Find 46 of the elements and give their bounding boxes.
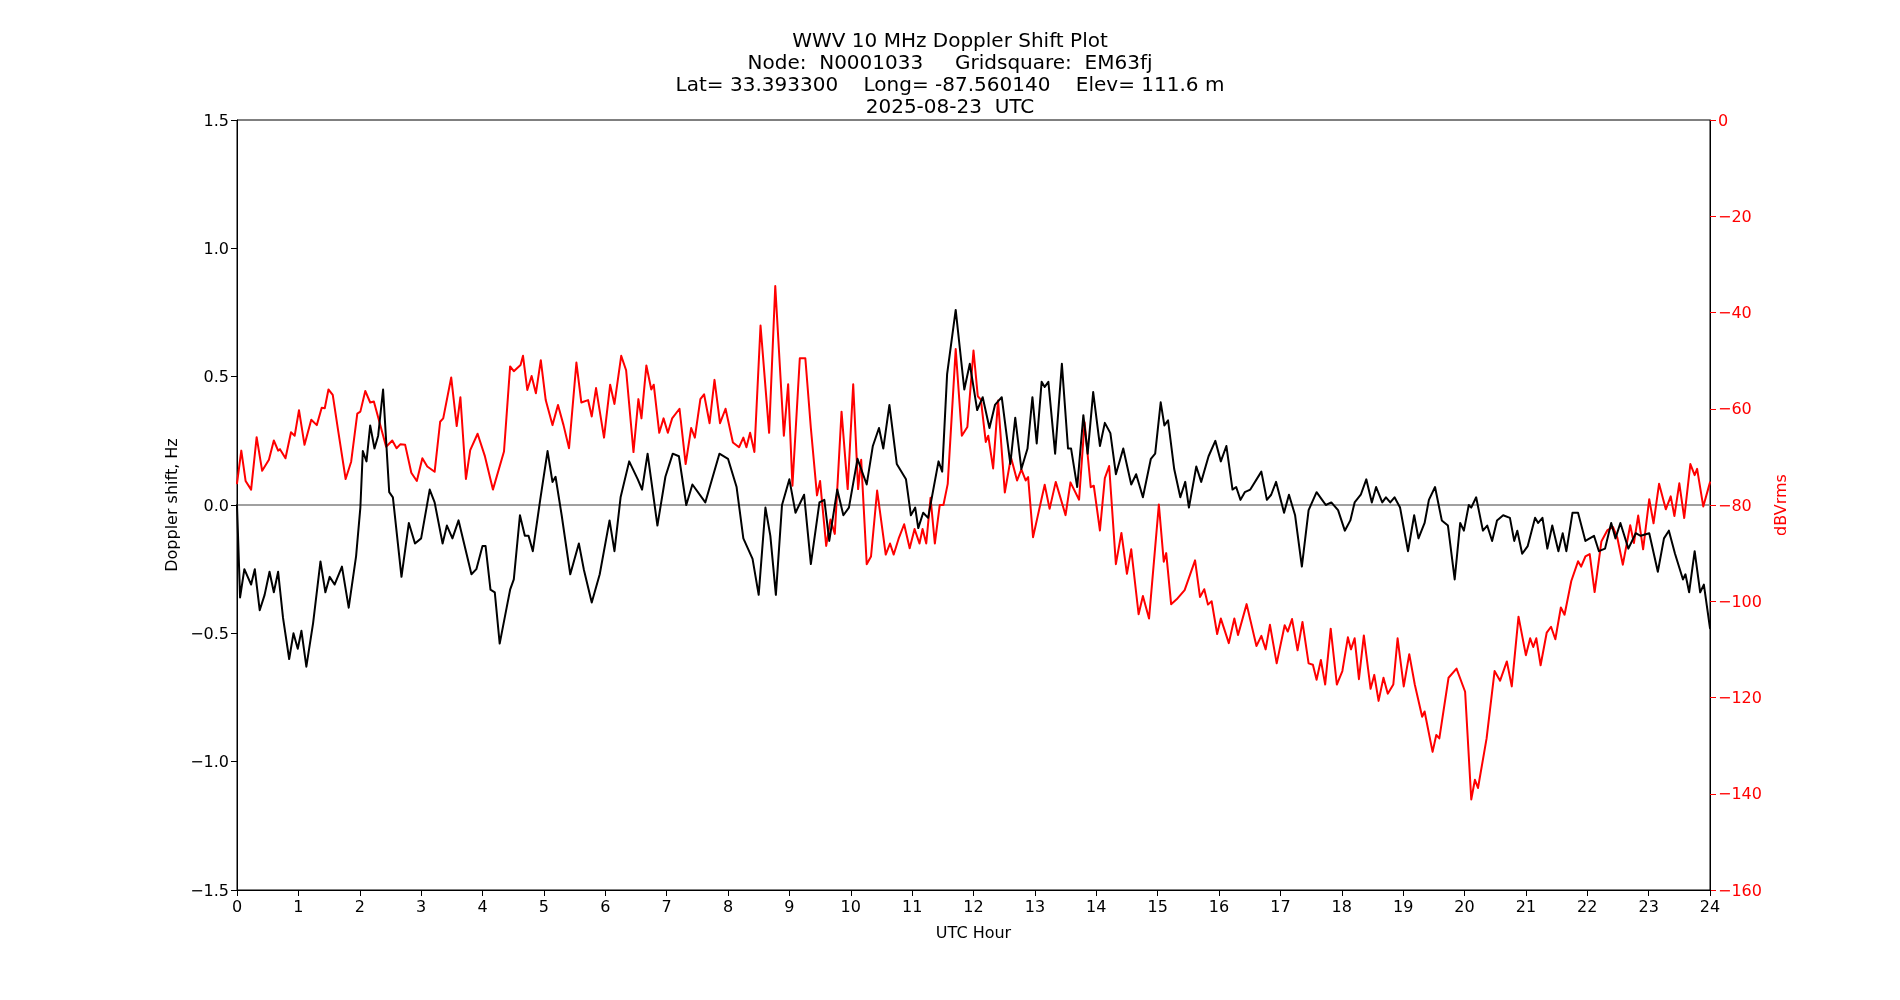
- x-tick-label: 11: [901, 896, 923, 916]
- x-tick-label: 24: [1699, 896, 1721, 916]
- y2-axis-title: dBVrms: [1771, 474, 1791, 536]
- x-tick-label: 12: [963, 896, 984, 916]
- y2-tick-label: −120: [1718, 688, 1762, 707]
- x-tick-label: 2: [354, 896, 365, 916]
- x-tick-label: 0: [231, 896, 243, 916]
- chart-subtitle: Node: N0001033 Gridsquare: EM63fj Lat= 33.393300 Long= -87.560140 Elev= 111.6 m 2025-08-23 UTC: [675, 50, 1225, 118]
- y2-tick-label: −140: [1718, 784, 1762, 804]
- x-tick-label: 21: [1515, 896, 1537, 916]
- y2-tick-label: −60: [1718, 399, 1752, 419]
- x-tick-label: 20: [1454, 896, 1475, 916]
- y-tick-label: 1.5: [203, 110, 229, 130]
- x-tick-label: 8: [722, 896, 734, 916]
- y-tick-label: −1.5: [190, 880, 229, 900]
- y-tick-label: 0.5: [203, 367, 229, 387]
- y-tick-label: 1.0: [203, 238, 229, 258]
- y2-tick-label: −40: [1718, 303, 1752, 322]
- x-tick-label: 13: [1024, 896, 1046, 916]
- x-tick-label: 18: [1331, 896, 1352, 916]
- x-tick-label: 1: [293, 896, 304, 916]
- x-tick-label: 6: [600, 896, 611, 916]
- chart-title: WWV 10 MHz Doppler Shift Plot: [792, 28, 1108, 52]
- y2-tick-label: −160: [1718, 880, 1762, 900]
- y-tick-label: −0.5: [190, 623, 229, 643]
- y-tick-label: −1.0: [190, 752, 229, 772]
- x-tick-label: 22: [1577, 896, 1598, 916]
- x-tick-label: 19: [1392, 896, 1414, 916]
- x-tick-label: 10: [840, 896, 861, 916]
- y-tick-label: 0.0: [203, 495, 229, 515]
- x-tick-label: 16: [1208, 896, 1230, 916]
- x-tick-label: 7: [661, 896, 672, 916]
- y-axis-title: Doppler shift, Hz: [161, 438, 181, 572]
- x-tick-label: 15: [1147, 896, 1168, 916]
- x-tick-label: 17: [1270, 896, 1291, 916]
- y2-tick-label: 0: [1718, 110, 1729, 130]
- x-tick-label: 9: [784, 896, 795, 916]
- x-tick-label: 4: [477, 896, 488, 916]
- x-tick-label: 3: [416, 896, 427, 916]
- x-tick-label: 14: [1086, 896, 1107, 916]
- y2-tick-label: −80: [1718, 495, 1752, 515]
- x-axis-title: UTC Hour: [935, 922, 1012, 942]
- x-tick-label: 23: [1638, 896, 1659, 916]
- x-tick-label: 5: [538, 896, 549, 916]
- y2-tick-label: −20: [1718, 206, 1752, 226]
- y2-tick-label: −100: [1718, 591, 1762, 611]
